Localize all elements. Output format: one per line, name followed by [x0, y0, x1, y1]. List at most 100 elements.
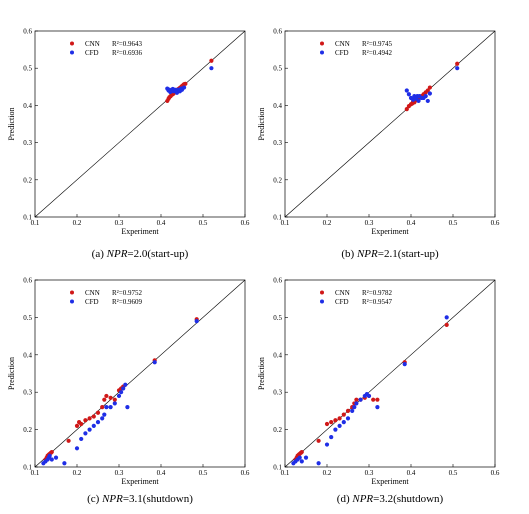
caption-npr: NPR: [351, 493, 373, 505]
caption-prefix: (c): [87, 493, 102, 505]
x-tick-label: 0.5: [199, 219, 208, 227]
data-point: [444, 315, 449, 320]
x-tick-label: 0.5: [449, 219, 458, 227]
legend-marker: [320, 41, 324, 46]
plot-frame: [34, 30, 246, 218]
legend-r2-value: R²=0.4942: [362, 49, 392, 57]
data-point: [299, 449, 304, 455]
x-axis-label: Experiment: [121, 227, 159, 236]
legend-marker: [320, 299, 324, 304]
y-tick-label: 0.2: [273, 176, 282, 184]
chart-panel-0: 0.10.1 0.2 0.2 0.3 0.3 0.4 0.4 0.5 0.5 0.6 0.6 Expe…: [7, 28, 250, 261]
legend-series-name: CNN: [335, 40, 350, 48]
legend-r2-value: R²=0.9782: [362, 289, 392, 297]
data-point: [95, 420, 101, 425]
x-tick-label: 0.6: [241, 219, 250, 227]
legend-series-name: CFD: [335, 298, 349, 306]
data-point: [402, 362, 407, 367]
x-tick-label: 0.1: [281, 469, 290, 477]
data-point: [333, 427, 338, 432]
data-point: [333, 418, 338, 423]
x-tick-label: 0.5: [449, 469, 458, 477]
data-point: [116, 393, 122, 399]
data-point: [297, 455, 302, 460]
data-point: [49, 449, 54, 455]
data-point: [352, 405, 357, 410]
data-point: [123, 382, 128, 387]
x-tick-label: 0.2: [73, 469, 82, 477]
series-cnn: [43, 317, 199, 462]
data-point: [375, 405, 380, 410]
data-point: [358, 397, 363, 402]
data-point: [337, 416, 342, 421]
x-tick-label: 0.1: [281, 219, 290, 227]
legend-series-name: CNN: [85, 289, 100, 297]
data-point: [182, 85, 187, 90]
data-point: [209, 66, 214, 71]
legend-r2-value: R²=0.9609: [112, 298, 142, 306]
y-axis-label: Prediction: [7, 108, 16, 141]
series-cnn: [293, 322, 449, 462]
data-point: [341, 420, 346, 425]
caption-npr: NPR: [101, 493, 123, 505]
caption-npr: NPR: [356, 248, 378, 260]
identity-line: [284, 30, 496, 218]
plot-frame: [284, 279, 496, 468]
legend-series-name: CFD: [85, 49, 99, 57]
data-point: [102, 397, 107, 402]
legend-marker: [70, 41, 74, 46]
x-tick-label: 0.3: [115, 219, 124, 227]
y-tick-label: 0.4: [23, 351, 32, 359]
plot-frame: [284, 30, 496, 218]
caption-suffix: =2.0(start-up): [127, 248, 188, 260]
x-tick-label: 0.6: [491, 469, 500, 477]
data-point: [53, 455, 59, 460]
caption-suffix: =3.1(shutdown): [123, 493, 193, 505]
series-cfd: [404, 66, 460, 104]
caption-prefix: (a): [92, 248, 107, 260]
data-point: [102, 412, 107, 417]
data-point: [341, 412, 346, 417]
data-point: [74, 423, 80, 428]
data-point: [112, 401, 117, 406]
y-tick-label: 0.3: [23, 139, 32, 147]
data-point: [366, 393, 372, 399]
x-tick-label: 0.3: [365, 219, 374, 227]
data-point: [345, 408, 351, 413]
y-tick-label: 0.4: [23, 102, 32, 110]
x-tick-label: 0.4: [407, 469, 416, 477]
caption-suffix: =2.1(start-up): [378, 248, 439, 260]
data-point: [125, 405, 130, 410]
x-tick-label: 0.5: [199, 469, 208, 477]
data-point: [427, 91, 432, 96]
data-point: [119, 390, 124, 395]
x-tick-label: 0.2: [73, 219, 82, 227]
data-point: [404, 88, 409, 93]
legend-marker: [70, 290, 74, 295]
legend-r2-value: R²=0.9547: [362, 298, 392, 306]
legend-marker: [320, 50, 324, 55]
data-point: [95, 410, 101, 415]
data-point: [91, 423, 96, 428]
y-tick-label: 0.4: [273, 102, 282, 110]
data-point: [79, 421, 84, 427]
legend-series-name: CNN: [335, 289, 350, 297]
x-tick-label: 0.3: [115, 469, 124, 477]
caption-prefix: (b): [341, 248, 357, 260]
data-point: [183, 81, 188, 86]
data-point: [375, 397, 380, 402]
y-tick-label: 0.6: [273, 28, 282, 36]
data-point: [87, 427, 92, 432]
data-point: [324, 442, 330, 447]
data-point: [66, 438, 71, 443]
data-point: [404, 107, 409, 112]
y-axis-label: Prediction: [257, 357, 266, 390]
x-tick-label: 0.3: [365, 469, 374, 477]
data-point: [91, 414, 96, 419]
data-point: [371, 397, 376, 402]
data-point: [427, 85, 432, 90]
y-tick-label: 0.3: [23, 389, 32, 397]
chart-panel-2: 0.10.1 0.2 0.2 0.3 0.3 0.4 0.4 0.5 0.5 0.6 0.6 Expe…: [7, 277, 250, 506]
y-tick-label: 0.1: [23, 214, 32, 222]
data-point: [345, 416, 351, 421]
